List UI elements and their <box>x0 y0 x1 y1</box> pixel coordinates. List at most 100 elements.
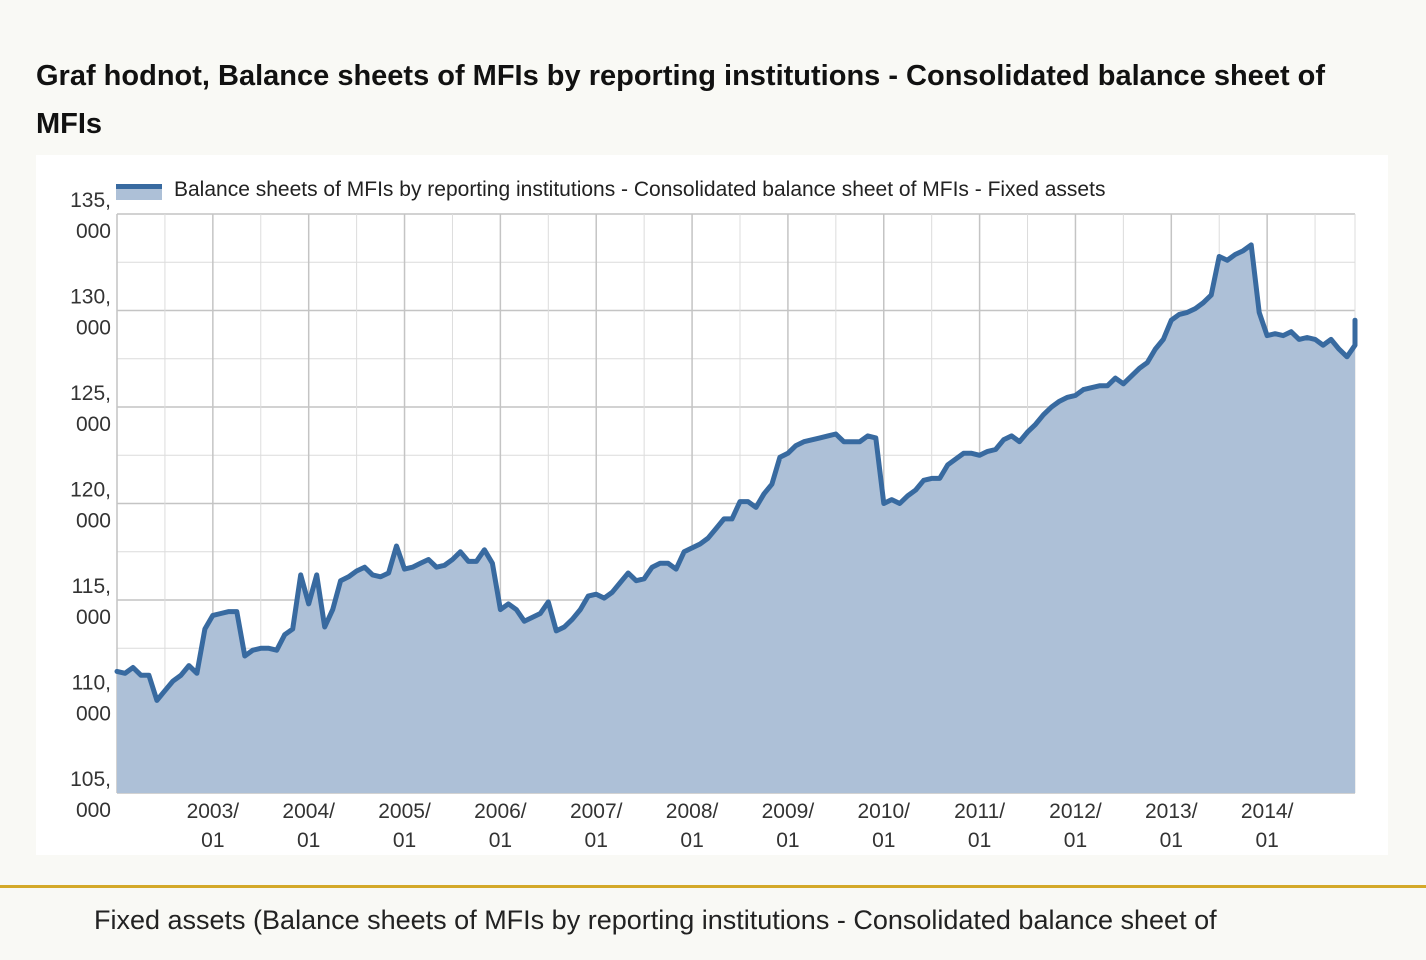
data-point[interactable] <box>338 578 344 584</box>
data-point[interactable] <box>138 672 144 678</box>
data-point[interactable] <box>1009 433 1015 439</box>
data-point[interactable] <box>442 562 448 568</box>
data-point[interactable] <box>529 614 535 620</box>
data-point[interactable] <box>713 526 719 532</box>
data-point[interactable] <box>657 560 663 566</box>
data-point[interactable] <box>913 487 919 493</box>
data-point[interactable] <box>1120 381 1126 387</box>
data-point[interactable] <box>649 564 655 570</box>
data-point[interactable] <box>1033 421 1039 427</box>
data-point[interactable] <box>1025 429 1031 435</box>
data-point[interactable] <box>1128 373 1134 379</box>
legend[interactable]: Balance sheets of MFIs by reporting inst… <box>116 178 1105 201</box>
data-point[interactable] <box>697 541 703 547</box>
data-point[interactable] <box>1216 254 1222 260</box>
data-point[interactable] <box>1200 300 1206 306</box>
data-point[interactable] <box>561 624 567 630</box>
data-point[interactable] <box>865 433 871 439</box>
data-point[interactable] <box>1312 336 1318 342</box>
data-point[interactable] <box>1240 248 1246 254</box>
data-point[interactable] <box>937 475 943 481</box>
data-point[interactable] <box>1208 292 1214 298</box>
data-point[interactable] <box>346 574 352 580</box>
data-point[interactable] <box>226 609 232 615</box>
data-point[interactable] <box>1224 257 1230 263</box>
data-point[interactable] <box>817 435 823 441</box>
data-point[interactable] <box>1344 354 1350 360</box>
data-point[interactable] <box>210 612 216 618</box>
data-point[interactable] <box>1296 336 1302 342</box>
data-point[interactable] <box>497 607 503 613</box>
data-point[interactable] <box>761 491 767 497</box>
data-point[interactable] <box>218 611 224 617</box>
data-point[interactable] <box>290 626 296 632</box>
data-point[interactable] <box>314 572 320 578</box>
data-point[interactable] <box>1352 342 1358 348</box>
data-point[interactable] <box>1192 306 1198 312</box>
data-point[interactable] <box>857 439 863 445</box>
data-point[interactable] <box>1065 394 1071 400</box>
data-point[interactable] <box>1168 317 1174 323</box>
data-point[interactable] <box>202 626 208 632</box>
data-point[interactable] <box>1232 252 1238 258</box>
data-point[interactable] <box>457 549 463 555</box>
data-point[interactable] <box>537 611 543 617</box>
data-point[interactable] <box>306 601 312 607</box>
data-point[interactable] <box>1336 346 1342 352</box>
data-point[interactable] <box>1184 309 1190 315</box>
data-point[interactable] <box>1272 331 1278 337</box>
data-point[interactable] <box>577 607 583 613</box>
data-point[interactable] <box>905 493 911 499</box>
data-point[interactable] <box>993 447 999 453</box>
data-point[interactable] <box>170 678 176 684</box>
data-point[interactable] <box>625 570 631 576</box>
data-point[interactable] <box>1088 385 1094 391</box>
data-point[interactable] <box>410 564 416 570</box>
data-point[interactable] <box>729 516 735 522</box>
data-point[interactable] <box>1057 398 1063 404</box>
data-point[interactable] <box>1041 412 1047 418</box>
data-point[interactable] <box>1288 329 1294 335</box>
data-point[interactable] <box>1280 333 1286 339</box>
data-point[interactable] <box>777 454 783 460</box>
data-point[interactable] <box>873 435 879 441</box>
data-point[interactable] <box>178 672 184 678</box>
data-point[interactable] <box>114 668 120 674</box>
data-point[interactable] <box>849 439 855 445</box>
data-point[interactable] <box>1304 335 1310 341</box>
data-point[interactable] <box>929 475 935 481</box>
data-point[interactable] <box>569 616 575 622</box>
data-point[interactable] <box>809 437 815 443</box>
data-point[interactable] <box>801 439 807 445</box>
data-point[interactable] <box>617 580 623 586</box>
data-point[interactable] <box>961 450 967 456</box>
data-point[interactable] <box>1152 346 1158 352</box>
data-point[interactable] <box>641 576 647 582</box>
data-point[interactable] <box>1320 342 1326 348</box>
data-point[interactable] <box>513 607 519 613</box>
data-point[interactable] <box>953 456 959 462</box>
data-point[interactable] <box>921 477 927 483</box>
data-point[interactable] <box>426 557 432 563</box>
data-point[interactable] <box>673 566 679 572</box>
data-point[interactable] <box>1049 404 1055 410</box>
data-point[interactable] <box>1096 383 1102 389</box>
data-point[interactable] <box>593 591 599 597</box>
data-point[interactable] <box>1144 360 1150 366</box>
data-point[interactable] <box>705 535 711 541</box>
data-point[interactable] <box>146 672 152 678</box>
data-point[interactable] <box>737 499 743 505</box>
data-point[interactable] <box>162 688 168 694</box>
data-point[interactable] <box>1264 333 1270 339</box>
data-point[interactable] <box>362 564 368 570</box>
data-point[interactable] <box>1248 242 1254 248</box>
data-point[interactable] <box>418 560 424 566</box>
data-point[interactable] <box>1112 375 1118 381</box>
data-point[interactable] <box>274 647 280 653</box>
data-point[interactable] <box>1073 392 1079 398</box>
data-point[interactable] <box>473 558 479 564</box>
data-point[interactable] <box>234 609 240 615</box>
data-point[interactable] <box>489 560 495 566</box>
data-point[interactable] <box>194 670 200 676</box>
data-point[interactable] <box>889 497 895 503</box>
